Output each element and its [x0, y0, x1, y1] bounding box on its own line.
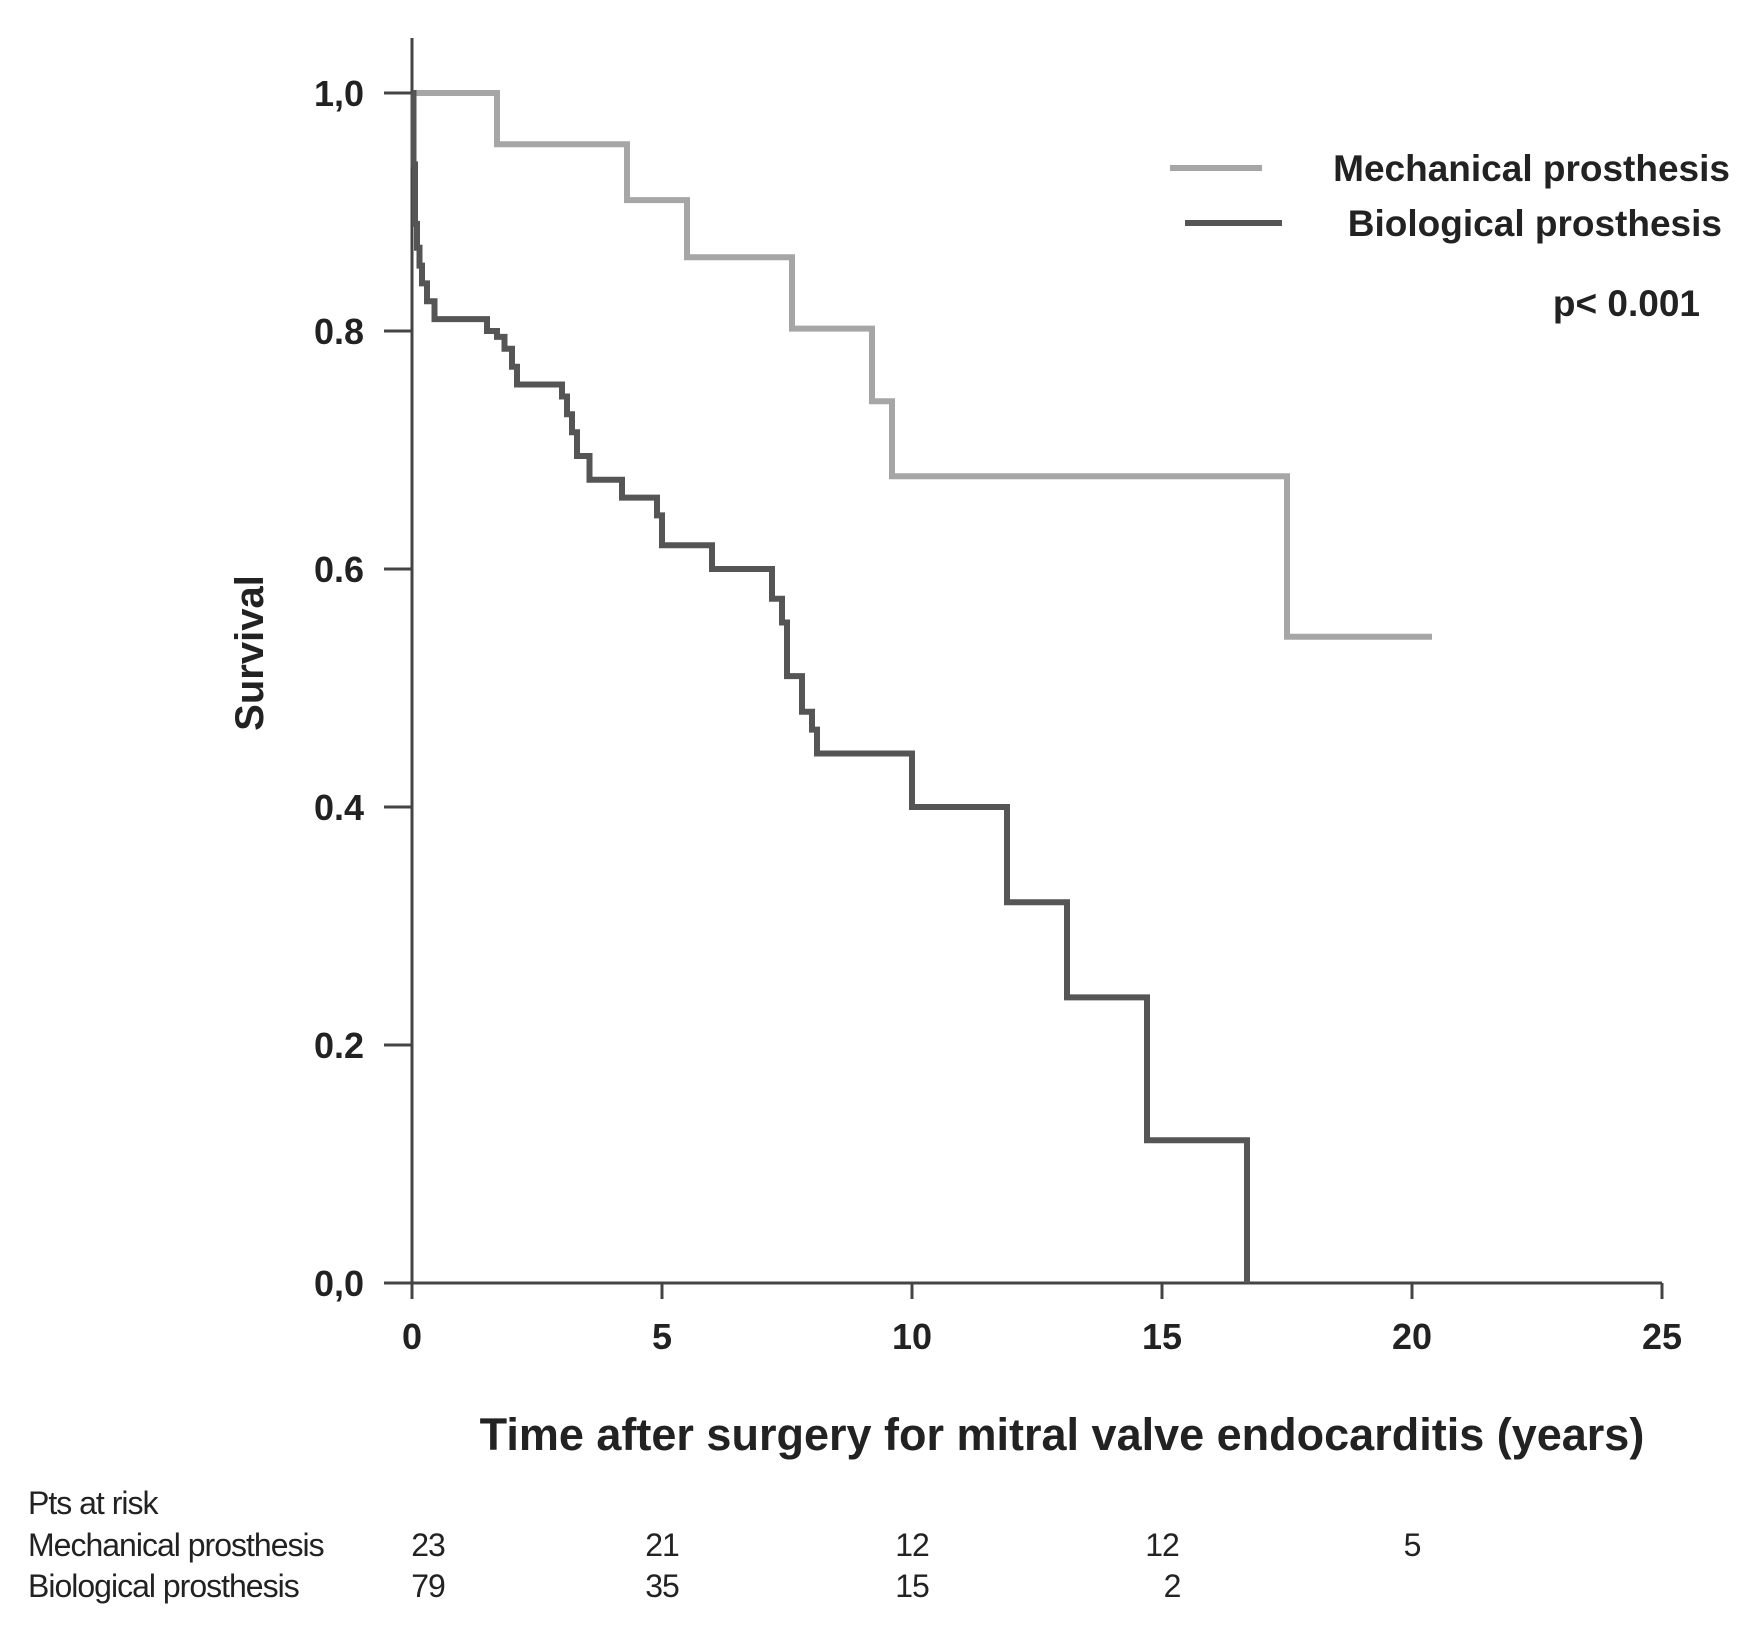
y-axis-title: Survival: [228, 575, 272, 731]
series-layer: [410, 90, 1432, 1283]
risk-value: 12: [1145, 1527, 1179, 1563]
risk-value: 23: [411, 1527, 445, 1563]
y-tick-label: 0.6: [314, 549, 364, 590]
y-tick-label: 0.2: [314, 1025, 364, 1066]
series-line-biological: [410, 90, 1250, 1283]
risk-row-label: Mechanical prosthesis: [28, 1527, 324, 1563]
risk-value: 15: [895, 1568, 929, 1604]
x-tick-label: 15: [1142, 1316, 1182, 1357]
x-tick-label: 25: [1642, 1316, 1682, 1357]
risk-value: 5: [1404, 1527, 1421, 1563]
series-line-mechanical: [412, 90, 1432, 640]
y-tick-label: 0.8: [314, 311, 364, 352]
legend: Mechanical prosthesis Biological prosthes…: [1170, 148, 1730, 244]
risk-table: Pts at risk Mechanical prosthesis 23 21 12 1…: [28, 1485, 1422, 1604]
y-tick-label: 0.4: [314, 787, 364, 828]
legend-label: Mechanical prosthesis: [1333, 148, 1730, 189]
axes: 0 5 10 15 20 25 0,0 0.2 0.4 0.6 0.8 1,0: [314, 38, 1682, 1357]
risk-row-label: Biological prosthesis: [28, 1568, 299, 1604]
risk-value: 2: [1164, 1568, 1181, 1604]
risk-value: 79: [411, 1568, 445, 1604]
risk-table-title: Pts at risk: [28, 1485, 159, 1521]
y-tick-label: 0,0: [314, 1263, 364, 1304]
x-tick-label: 0: [402, 1316, 422, 1357]
x-tick-label: 5: [652, 1316, 672, 1357]
x-tick-label: 20: [1392, 1316, 1432, 1357]
x-axis-title: Time after surgery for mitral valve endo…: [480, 1409, 1645, 1460]
risk-value: 12: [895, 1527, 929, 1563]
risk-value: 21: [645, 1527, 679, 1563]
x-tick-label: 10: [892, 1316, 932, 1357]
y-tick-label: 1,0: [314, 73, 364, 114]
p-value-annotation: p< 0.001: [1553, 283, 1700, 324]
risk-value: 35: [645, 1568, 679, 1604]
legend-label: Biological prosthesis: [1348, 203, 1722, 244]
